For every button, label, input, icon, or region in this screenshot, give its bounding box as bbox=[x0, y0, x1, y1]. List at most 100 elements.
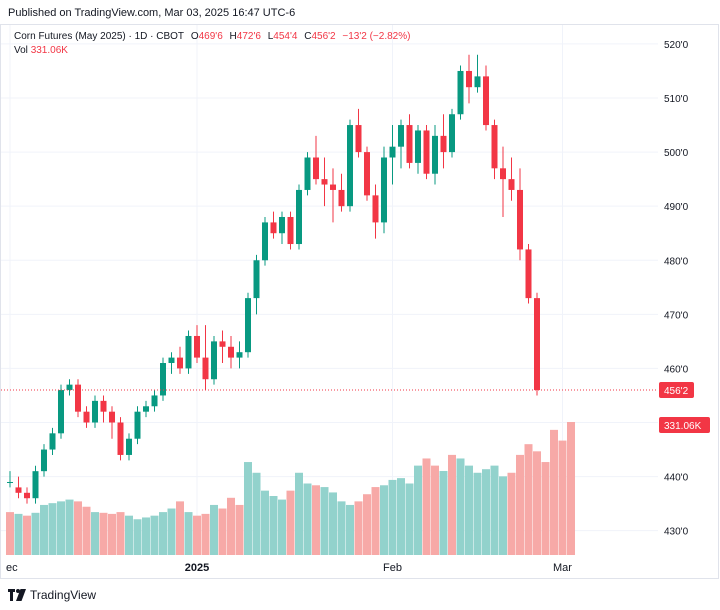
candle-body bbox=[177, 357, 183, 369]
volume-bar bbox=[65, 499, 74, 555]
brand-name: TradingView bbox=[30, 588, 97, 602]
candle-body bbox=[168, 357, 175, 364]
volume-bar bbox=[524, 444, 533, 555]
candle-body bbox=[355, 125, 362, 153]
symbol-legend[interactable]: Corn Futures (May 2025) · 1D · CBOT O469… bbox=[14, 31, 410, 42]
last-price-label: 456'2 bbox=[664, 386, 689, 397]
footer-brand[interactable]: TradingView bbox=[8, 588, 96, 602]
candle-body bbox=[500, 168, 506, 180]
volume-bar bbox=[482, 469, 490, 555]
candle-body bbox=[372, 195, 379, 223]
volume-bar bbox=[465, 465, 473, 555]
volume-bar bbox=[261, 490, 269, 555]
volume-bar bbox=[48, 503, 57, 555]
volume-bar bbox=[227, 497, 235, 555]
volume-bar bbox=[184, 512, 193, 555]
candle-body bbox=[262, 222, 268, 261]
volume-bar bbox=[533, 451, 541, 555]
candle-body bbox=[525, 249, 532, 299]
volume-bar bbox=[346, 504, 354, 555]
last-volume-label: 331.06K bbox=[664, 421, 702, 432]
volume-bar bbox=[252, 472, 261, 555]
volume-bar bbox=[541, 462, 550, 555]
volume-bar bbox=[567, 422, 575, 555]
volume-bar bbox=[218, 508, 227, 555]
candle-body bbox=[398, 125, 404, 147]
candle-body bbox=[134, 411, 141, 439]
candle-body bbox=[389, 146, 396, 158]
candle-body bbox=[474, 76, 481, 88]
candle-body bbox=[194, 335, 200, 358]
volume-bar bbox=[125, 515, 133, 555]
last-price-tag bbox=[659, 382, 694, 399]
volume-bar bbox=[303, 483, 312, 555]
candle-body bbox=[151, 395, 158, 407]
y-tick-label: 470'0 bbox=[664, 310, 689, 321]
candle-body bbox=[423, 130, 430, 174]
candle-body bbox=[534, 298, 540, 391]
candle-body bbox=[83, 411, 90, 423]
volume-value: 331.06K bbox=[30, 45, 68, 56]
low-label: L bbox=[267, 31, 274, 42]
volume-bar bbox=[6, 512, 14, 555]
volume-bar bbox=[74, 501, 82, 555]
volume-bar bbox=[320, 487, 329, 555]
volume-bar bbox=[473, 472, 482, 555]
volume-bar bbox=[448, 454, 456, 555]
y-tick-label: 520'0 bbox=[664, 40, 689, 51]
candle-body bbox=[24, 492, 30, 499]
candle-body bbox=[66, 384, 73, 391]
candle-body bbox=[313, 157, 319, 180]
close-label: C bbox=[304, 31, 312, 42]
volume-bar bbox=[210, 504, 218, 555]
x-tick-label: ec bbox=[6, 562, 18, 574]
x-tick-label: Mar bbox=[553, 562, 572, 574]
x-tick-label: Feb bbox=[383, 562, 402, 574]
volume-bar bbox=[388, 479, 397, 555]
open-value: 469'6 bbox=[198, 31, 223, 42]
candle-body bbox=[143, 406, 149, 412]
candle-body bbox=[185, 335, 192, 369]
y-tick-label: 440'0 bbox=[664, 473, 689, 484]
volume-bar bbox=[244, 462, 252, 555]
candle-body bbox=[202, 357, 209, 380]
candle-body bbox=[49, 433, 56, 450]
x-tick-label: 2025 bbox=[185, 562, 209, 574]
y-tick-label: 500'0 bbox=[664, 148, 689, 159]
volume-bar bbox=[82, 506, 91, 555]
candle-body bbox=[7, 481, 13, 483]
volume-bar bbox=[422, 458, 431, 555]
volume-bar bbox=[456, 458, 465, 555]
candle-body bbox=[432, 135, 438, 174]
volume-bar bbox=[14, 513, 23, 555]
y-tick-label: 510'0 bbox=[664, 94, 689, 105]
last-volume-tag bbox=[659, 417, 710, 433]
volume-bar bbox=[371, 487, 380, 555]
candle-body bbox=[32, 471, 39, 499]
volume-bar bbox=[133, 519, 142, 555]
candle-body bbox=[279, 216, 285, 234]
y-tick-label: 490'0 bbox=[664, 202, 689, 213]
candle-body bbox=[381, 157, 387, 223]
candle-body bbox=[304, 157, 311, 190]
high-value: 472'6 bbox=[236, 31, 261, 42]
candle-body bbox=[364, 152, 370, 196]
volume-bar bbox=[91, 512, 99, 555]
volume-bar bbox=[159, 512, 167, 555]
chart-frame[interactable] bbox=[0, 24, 719, 579]
volume-bar bbox=[295, 472, 303, 555]
volume-bar bbox=[414, 465, 422, 555]
tradingview-logo-icon bbox=[8, 589, 26, 601]
volume-bar bbox=[108, 513, 116, 555]
volume-bar bbox=[550, 429, 558, 555]
volume-legend[interactable]: Vol 331.06K bbox=[14, 45, 68, 56]
high-label: H bbox=[229, 31, 237, 42]
candle-body bbox=[483, 76, 489, 126]
volume-bar bbox=[142, 517, 150, 555]
volume-bar bbox=[490, 465, 499, 555]
symbol-title[interactable]: Corn Futures (May 2025) · 1D · CBOT bbox=[14, 31, 185, 42]
candle-body bbox=[109, 411, 115, 423]
candle-body bbox=[219, 341, 226, 347]
candle-body bbox=[270, 222, 277, 234]
